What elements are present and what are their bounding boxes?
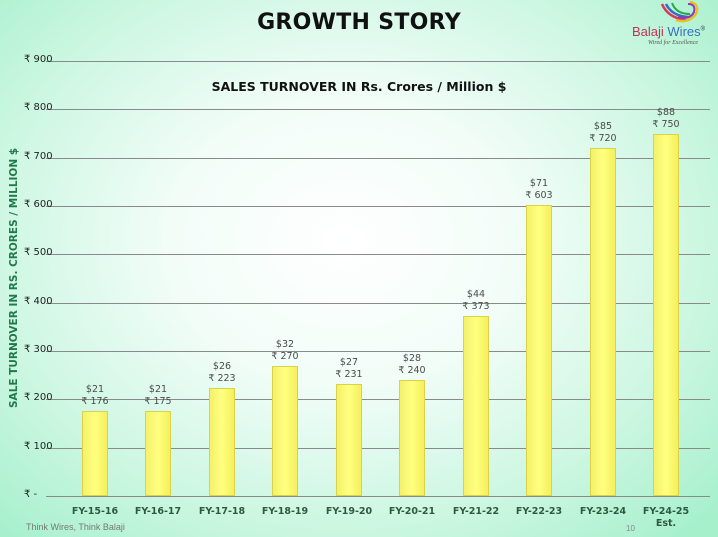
usd-value: $32 — [275, 338, 295, 350]
inr-value: ₹ 603 — [525, 189, 553, 201]
gridline — [46, 303, 710, 304]
x-tick-label: FY-18-19 — [261, 506, 309, 517]
y-tick-label: ₹ 200 — [24, 392, 53, 403]
slide-title: GROWTH STORY — [257, 10, 461, 35]
y-tick-label: ₹ 800 — [24, 102, 53, 113]
inr-value: ₹ 223 — [208, 373, 236, 385]
logo-tagline: Wired for Excellence — [648, 40, 699, 46]
usd-value: $26 — [212, 361, 232, 373]
x-tick-label: FY-23-24 — [579, 506, 627, 517]
chart-title: SALES TURNOVER IN Rs. Crores / Million $ — [211, 79, 507, 94]
usd-value: $28 — [402, 353, 422, 364]
inr-value: ₹ 231 — [335, 369, 363, 381]
usd-value: $85 — [593, 121, 613, 132]
bar-fy-15-16 — [82, 410, 108, 496]
x-tick-label: FY-24-25 Est. — [642, 506, 690, 529]
data-label: $21 ₹ 176 — [65, 384, 125, 408]
gridline — [46, 109, 710, 110]
inr-value: ₹ 720 — [589, 133, 617, 144]
gridline — [46, 496, 710, 497]
x-tick-label: FY-20-21 — [388, 506, 436, 517]
inr-value: ₹ 176 — [81, 395, 109, 407]
inr-value: ₹ 270 — [271, 350, 299, 362]
footer-text: Think Wires, Think Balaji — [26, 522, 125, 532]
y-tick-label: ₹ - — [24, 489, 38, 500]
bar-fy-21-22 — [463, 315, 489, 496]
inr-value: ₹ 373 — [462, 300, 490, 312]
bar-fy-22-23 — [526, 204, 552, 496]
inr-value: ₹ 240 — [398, 365, 426, 376]
y-axis-title: SALE TURNOVER IN RS. CRORES / MILLION $ — [8, 147, 20, 408]
usd-value: $71 — [529, 177, 549, 189]
data-label: $32 ₹ 270 — [255, 339, 315, 363]
gridline — [46, 399, 710, 400]
usd-value: $21 — [148, 384, 168, 396]
usd-value: $21 — [85, 383, 105, 395]
gridline — [46, 158, 710, 159]
y-tick-label: ₹ 600 — [24, 199, 53, 210]
gridline — [46, 61, 710, 62]
data-label: $88 ₹ 750 — [636, 107, 696, 131]
gridline — [46, 351, 710, 352]
x-tick-label: FY-19-20 — [325, 506, 373, 517]
usd-value: $44 — [466, 288, 486, 300]
x-tick-label: FY-17-18 — [198, 506, 246, 517]
usd-value: $88 — [656, 106, 676, 118]
data-label: $85 ₹ 720 — [573, 121, 633, 145]
bar-fy-24-25-est- — [653, 133, 679, 496]
data-label: $71 ₹ 603 — [509, 178, 569, 202]
y-tick-label: ₹ 900 — [24, 54, 53, 65]
x-tick-label: FY-21-22 — [452, 506, 500, 517]
bar-fy-20-21 — [399, 380, 425, 496]
y-tick-label: ₹ 400 — [24, 296, 53, 307]
inr-value: ₹ 750 — [652, 118, 680, 130]
y-tick-label: ₹ 500 — [24, 247, 53, 258]
x-tick-label: FY-16-17 — [134, 506, 182, 517]
gridline — [46, 254, 710, 255]
bar-fy-16-17 — [145, 411, 171, 496]
y-tick-label: ₹ 700 — [24, 151, 53, 162]
page-number: 10 — [626, 524, 635, 533]
data-label: $21 ₹ 175 — [128, 384, 188, 408]
data-label: $26 ₹ 223 — [192, 361, 252, 385]
logo-swoosh-icon — [660, 0, 699, 23]
data-label: $28 ₹ 240 — [382, 353, 442, 377]
bar-fy-17-18 — [209, 388, 235, 496]
bar-fy-18-19 — [272, 365, 298, 496]
data-label: $27 ₹ 231 — [319, 357, 379, 381]
y-tick-label: ₹ 300 — [24, 344, 53, 355]
gridline — [46, 206, 710, 207]
x-tick-label: FY-15-16 — [71, 506, 119, 517]
inr-value: ₹ 175 — [144, 396, 172, 408]
bar-fy-23-24 — [590, 148, 616, 496]
data-label: $44 ₹ 373 — [446, 289, 506, 313]
usd-value: $27 — [339, 357, 359, 369]
logo-wordmark: Balaji Wires® — [632, 24, 706, 39]
gridline — [46, 448, 710, 449]
x-tick-label: FY-22-23 — [515, 506, 563, 517]
y-tick-label: ₹ 100 — [24, 441, 53, 452]
bar-fy-19-20 — [336, 384, 362, 496]
